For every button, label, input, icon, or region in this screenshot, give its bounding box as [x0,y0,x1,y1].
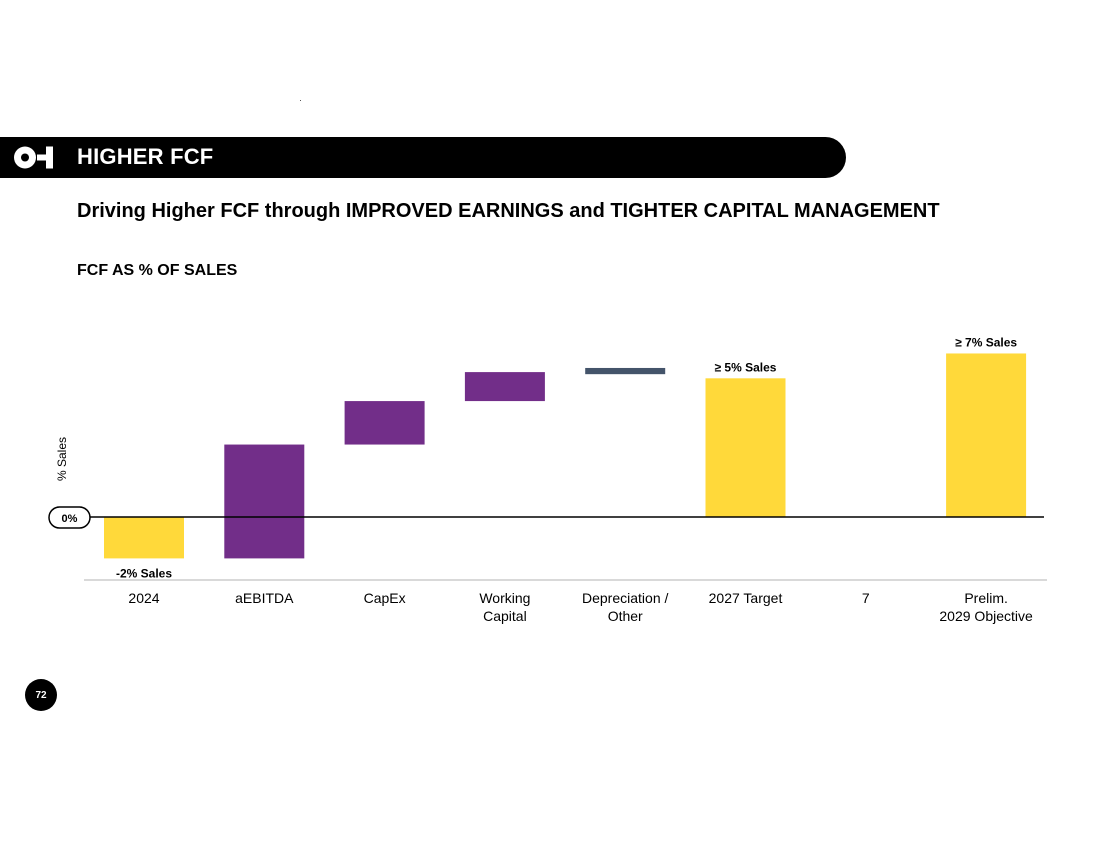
zero-label: 0% [62,513,78,525]
category-label-6: 7 [862,590,870,606]
header-banner [0,137,846,178]
data-label-0: -2% Sales [116,566,172,580]
page-number: 72 [35,689,47,701]
category-label-0: 2024 [128,590,159,606]
bar-7 [946,353,1027,517]
category-label-7-line-1: 2029 Objective [939,608,1033,624]
bar-0 [104,517,184,559]
page-number-badge: 72 [25,679,57,711]
category-label-7-line-0: Prelim. [964,590,1008,606]
page-subtitle: Driving Higher FCF through IMPROVED EARN… [77,200,940,222]
bar-1 [224,444,305,559]
category-label-3-line-1: Capital [483,608,527,624]
y-axis-label: % Sales [55,437,69,481]
category-label-5: 2027 Target [709,590,783,606]
chart-title: FCF AS % OF SALES [77,262,238,279]
data-label-5: ≥ 5% Sales [715,360,777,374]
company-logo-icon [14,146,53,169]
bar-4 [585,367,666,375]
category-label-4-line-0: Depreciation / [582,590,668,606]
category-label-4-line-1: Other [608,608,643,624]
bar-2 [344,401,425,445]
category-label-3-line-0: Working [479,590,530,606]
category-label-2: CapEx [364,590,406,606]
decorative-dot [300,100,301,101]
banner-title: HIGHER FCF [77,144,214,169]
data-label-7: ≥ 7% Sales [955,335,1017,349]
bar-3 [464,372,545,402]
zero-label-pill [48,506,91,529]
bar-5 [705,378,786,517]
category-label-1: aEBITDA [235,590,294,606]
